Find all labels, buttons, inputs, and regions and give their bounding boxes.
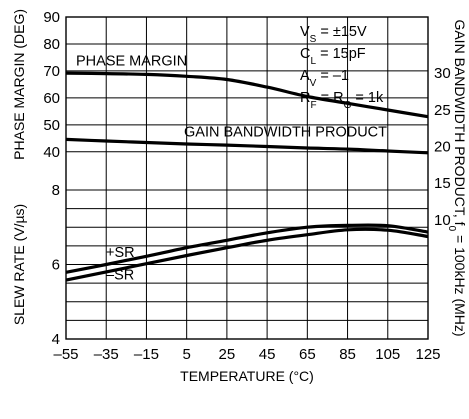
phase-margin-curve <box>65 71 429 119</box>
phase-margin-tick-label: 40 <box>43 144 60 161</box>
x-tick-label: 125 <box>415 346 440 363</box>
x-tick-label: 105 <box>375 346 400 363</box>
minus-sr-series-label: –SR <box>106 267 134 283</box>
slew-rate-axis-title: SLEW RATE (V/µs) <box>11 204 27 325</box>
phase-margin-tick-label: 60 <box>43 90 60 107</box>
x-tick-label: 65 <box>299 346 316 363</box>
gbw-tick-label: 30 <box>434 65 451 82</box>
condition-supply: VS = ±15V <box>300 24 367 45</box>
series-curves <box>65 71 429 282</box>
gbw-tick-label: 25 <box>434 102 451 119</box>
slew-rate-tick-label: 6 <box>52 256 60 273</box>
gridlines <box>66 17 428 339</box>
phase-margin-tick-label: 70 <box>43 63 60 80</box>
plus-sr-series-label: +SR <box>106 245 135 261</box>
phase-margin-series-label: PHASE MARGIN <box>76 54 187 70</box>
gbw-curve <box>65 137 429 155</box>
plot-frame <box>65 16 429 340</box>
gbw-series-label: GAIN BANDWIDTH PRODUCT <box>184 124 387 140</box>
tick-labels: –55 –35 –15 5 25 45 65 85 105 125 40 50 60 70 80 90 4 6 8 1… <box>43 9 450 363</box>
x-tick-label: –35 <box>94 346 119 363</box>
x-tick-label: 25 <box>219 346 236 363</box>
x-tick-label: 85 <box>339 346 356 363</box>
condition-load-cap: CL = 15pF <box>300 46 366 67</box>
gbw-tick-label: 20 <box>434 139 451 156</box>
x-tick-label: –15 <box>134 346 159 363</box>
x-axis-title: TEMPERATURE (°C) <box>180 368 314 384</box>
slew-rate-tick-label: 8 <box>52 182 60 199</box>
condition-gain: AV = –1 <box>300 68 349 89</box>
x-tick-label: 45 <box>259 346 276 363</box>
phase-margin-axis-title: PHASE MARGIN (DEG) <box>11 9 27 160</box>
phase-margin-tick-label: 50 <box>43 117 60 134</box>
x-tick-label: 5 <box>182 346 190 363</box>
slew-rate-tick-label: 4 <box>52 331 60 348</box>
plus-sr-curve <box>65 223 429 274</box>
condition-resistors: RF = RG = 1k <box>300 90 384 111</box>
phase-margin-tick-label: 90 <box>43 9 60 26</box>
gbw-tick-label: 15 <box>434 175 451 192</box>
gbw-axis-title: GAIN BANDWIDTH PRODUCT, f0 = 100kHz (MHz… <box>447 19 469 336</box>
x-tick-label: –55 <box>53 346 78 363</box>
gbw-tick-label: 10 <box>434 212 451 229</box>
phase-margin-tick-label: 80 <box>43 36 60 53</box>
test-conditions: VS = ±15V CL = 15pF AV = –1 RF = RG = 1k <box>300 24 384 111</box>
minus-sr-curve <box>65 227 429 282</box>
